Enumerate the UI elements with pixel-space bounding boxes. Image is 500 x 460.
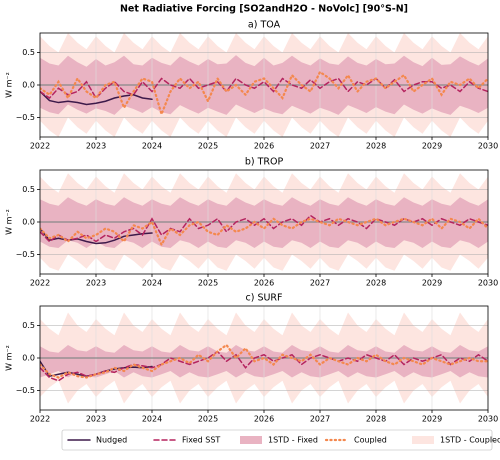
x-tick-label: 2023 [86, 142, 106, 151]
figure-title: Net Radiative Forcing [SO2andH2O - NoVol… [120, 4, 408, 15]
legend-box [61, 429, 493, 451]
y-axis-label: W m⁻² [5, 209, 14, 235]
y-tick-label: −0.5 [16, 113, 35, 122]
x-tick-label: 2026 [254, 415, 274, 424]
x-tick-label: 2026 [254, 279, 274, 288]
plot-area [40, 33, 488, 137]
y-tick-label: −0.5 [16, 386, 35, 395]
series-line [40, 227, 153, 245]
legend-swatch [240, 436, 262, 444]
panel-title: c) SURF [246, 293, 283, 304]
legend-label: Coupled [354, 436, 387, 445]
legend-swatch [412, 436, 434, 444]
x-tick-label: 2027 [310, 142, 330, 151]
series-line [40, 217, 488, 248]
x-tick-label: 2025 [198, 415, 218, 424]
x-tick-label: 2029 [422, 279, 442, 288]
legend-label: Nudged [96, 436, 127, 445]
series-line [40, 70, 488, 118]
x-tick-label: 2030 [478, 415, 498, 424]
x-tick-label: 2024 [142, 142, 162, 151]
x-tick-label: 2030 [478, 142, 498, 151]
x-tick-label: 2027 [310, 415, 330, 424]
y-tick-label: 0.5 [22, 48, 35, 57]
plot-area [40, 170, 488, 274]
x-tick-label: 2025 [198, 142, 218, 151]
x-tick-label: 2024 [142, 415, 162, 424]
x-tick-label: 2023 [86, 415, 106, 424]
series-line [40, 90, 153, 106]
x-tick-label: 2022 [30, 142, 50, 151]
series-line [40, 350, 488, 382]
x-tick-label: 2027 [310, 279, 330, 288]
y-tick-label: −0.5 [16, 250, 35, 259]
y-axis-label: W m⁻² [5, 345, 14, 371]
y-tick-label: 0.0 [22, 218, 35, 227]
x-tick-label: 2029 [422, 415, 442, 424]
y-tick-label: 0.5 [22, 185, 35, 194]
y-tick-label: 0.5 [22, 321, 35, 330]
x-tick-label: 2024 [142, 279, 162, 288]
panel-title: a) TOA [248, 20, 281, 31]
x-tick-label: 2022 [30, 279, 50, 288]
y-axis-label: W m⁻² [5, 72, 14, 98]
x-tick-label: 2022 [30, 415, 50, 424]
legend-label: 1STD - Fixed [268, 436, 318, 445]
panel-title: b) TROP [245, 157, 284, 168]
x-tick-label: 2028 [366, 142, 386, 151]
x-tick-label: 2029 [422, 142, 442, 151]
y-tick-label: 0.0 [22, 81, 35, 90]
legend-label: Fixed SST [182, 436, 220, 445]
x-tick-label: 2025 [198, 279, 218, 288]
x-tick-label: 2023 [86, 279, 106, 288]
plot-area [40, 306, 488, 410]
x-tick-label: 2028 [366, 279, 386, 288]
legend-label: 1STD - Coupled [440, 436, 500, 445]
series-line [40, 343, 488, 379]
x-tick-label: 2028 [366, 415, 386, 424]
x-tick-label: 2030 [478, 279, 498, 288]
x-tick-label: 2026 [254, 142, 274, 151]
y-tick-label: 0.0 [22, 354, 35, 363]
